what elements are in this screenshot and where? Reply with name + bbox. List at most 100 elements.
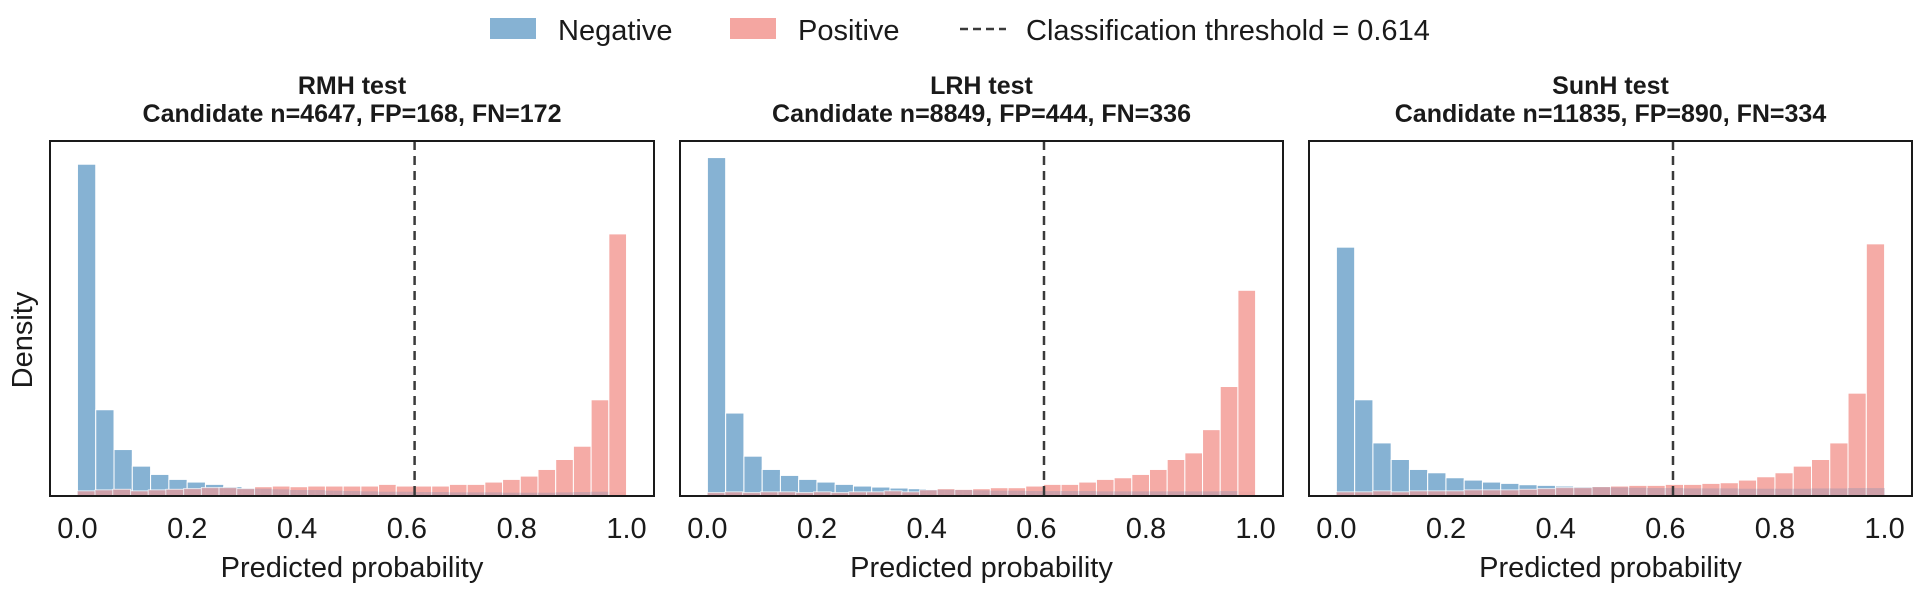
y-axis-label: Density xyxy=(7,291,39,388)
positive-bar xyxy=(590,399,610,497)
overlap-bar xyxy=(413,492,432,496)
x-axis-label: Predicted probability xyxy=(850,552,1113,584)
x-tick-label: 0.8 xyxy=(1126,513,1166,545)
overlap-bar xyxy=(1701,488,1721,496)
overlap-bar xyxy=(1391,492,1410,496)
overlap-bar xyxy=(1720,488,1739,496)
x-tick-label: 0.6 xyxy=(1016,513,1056,545)
positive-bar xyxy=(1865,243,1886,497)
overlap-bar xyxy=(1167,491,1185,496)
legend-threshold-label: Classification threshold = 0.614 xyxy=(1026,15,1430,47)
overlap-bar xyxy=(760,492,779,496)
negative-bar xyxy=(743,455,763,497)
x-tick-label: 0.0 xyxy=(1316,513,1356,545)
overlap-bar xyxy=(555,492,574,496)
x-tick-label: 0.2 xyxy=(1426,513,1466,545)
overlap-bar xyxy=(1114,491,1132,496)
overlap-bar xyxy=(591,491,609,496)
overlap-bar xyxy=(1665,488,1684,496)
x-tick-label: 0.4 xyxy=(1536,513,1576,545)
plot-frame xyxy=(1308,140,1913,497)
overlap-bar xyxy=(901,492,920,496)
overlap-bar xyxy=(1464,490,1483,496)
x-tick-label: 0.2 xyxy=(797,513,837,545)
x-tick-label: 0.0 xyxy=(57,513,97,545)
negative-bar xyxy=(1335,246,1356,497)
x-tick-label: 1.0 xyxy=(1864,513,1904,545)
x-tick-label: 0.6 xyxy=(387,513,427,545)
x-tick-label: 0.6 xyxy=(1645,513,1685,545)
overlap-bar xyxy=(1774,488,1794,496)
overlap-bar xyxy=(778,492,796,496)
x-tick-label: 0.8 xyxy=(497,513,537,545)
overlap-bar xyxy=(1078,491,1097,496)
positive-bar xyxy=(608,233,628,497)
x-axis-label: Predicted probability xyxy=(1479,552,1742,584)
overlap-bar xyxy=(1008,490,1026,496)
positive-bar xyxy=(1166,459,1186,497)
overlap-bar xyxy=(707,492,726,496)
overlap-bar xyxy=(1061,491,1079,496)
overlap-bar xyxy=(112,489,131,496)
overlap-bar xyxy=(236,488,255,496)
overlap-bar xyxy=(307,490,326,496)
overlap-bar xyxy=(148,490,167,496)
overlap-bar xyxy=(537,492,556,496)
overlap-bar xyxy=(866,492,885,496)
overlap-bar xyxy=(449,492,468,496)
panel-title: LRH test xyxy=(930,72,1033,100)
overlap-bar xyxy=(1811,488,1830,496)
positive-bar xyxy=(1184,452,1204,497)
overlap-bar xyxy=(1628,487,1648,496)
overlap-bar xyxy=(1500,490,1520,496)
overlap-bar xyxy=(1738,488,1757,496)
x-tick-label: 0.2 xyxy=(167,513,207,545)
overlap-bar xyxy=(884,491,902,496)
overlap-bar xyxy=(1647,488,1666,496)
legend-positive-swatch xyxy=(730,18,776,39)
overlap-bar xyxy=(1202,491,1221,496)
overlap-bar xyxy=(201,487,220,496)
overlap-bar xyxy=(1519,489,1538,496)
x-tick-label: 0.0 xyxy=(687,513,727,545)
overlap-bar xyxy=(1409,491,1428,496)
legend-negative-swatch xyxy=(490,18,536,39)
negative-bar xyxy=(706,157,727,497)
overlap-bar xyxy=(343,491,361,496)
negative-bar xyxy=(725,412,745,497)
panel-title: SunH test xyxy=(1552,72,1669,100)
overlap-bar xyxy=(1829,488,1849,496)
overlap-bar xyxy=(1220,491,1238,496)
overlap-bar xyxy=(1427,491,1447,496)
legend: Negative Positive Classification thresho… xyxy=(490,15,1430,47)
positive-bar xyxy=(1237,289,1257,497)
overlap-bar xyxy=(520,492,538,496)
overlap-bar xyxy=(467,492,485,496)
overlap-bar xyxy=(219,487,237,496)
overlap-bar xyxy=(1482,490,1501,496)
overlap-bar xyxy=(831,492,849,496)
overlap-bar xyxy=(1043,491,1062,496)
negative-bar xyxy=(76,163,97,497)
overlap-bar xyxy=(396,491,414,496)
overlap-bar xyxy=(1149,491,1168,496)
overlap-bar xyxy=(1592,487,1611,496)
x-axis-label: Predicted probability xyxy=(221,552,484,584)
x-tick-label: 0.4 xyxy=(277,513,317,545)
panel-subtitle: Candidate n=4647, FP=168, FN=172 xyxy=(143,100,562,128)
positive-bar xyxy=(537,468,557,497)
overlap-bar xyxy=(725,492,743,496)
overlap-bar xyxy=(1756,488,1775,496)
overlap-bar xyxy=(325,490,344,496)
positive-bar xyxy=(555,459,574,497)
legend-positive-label: Positive xyxy=(798,15,900,47)
overlap-bar xyxy=(954,490,973,496)
positive-bar xyxy=(1219,386,1239,497)
panel-title: RMH test xyxy=(298,72,407,100)
overlap-bar xyxy=(1555,487,1574,496)
negative-bar xyxy=(1390,459,1410,497)
